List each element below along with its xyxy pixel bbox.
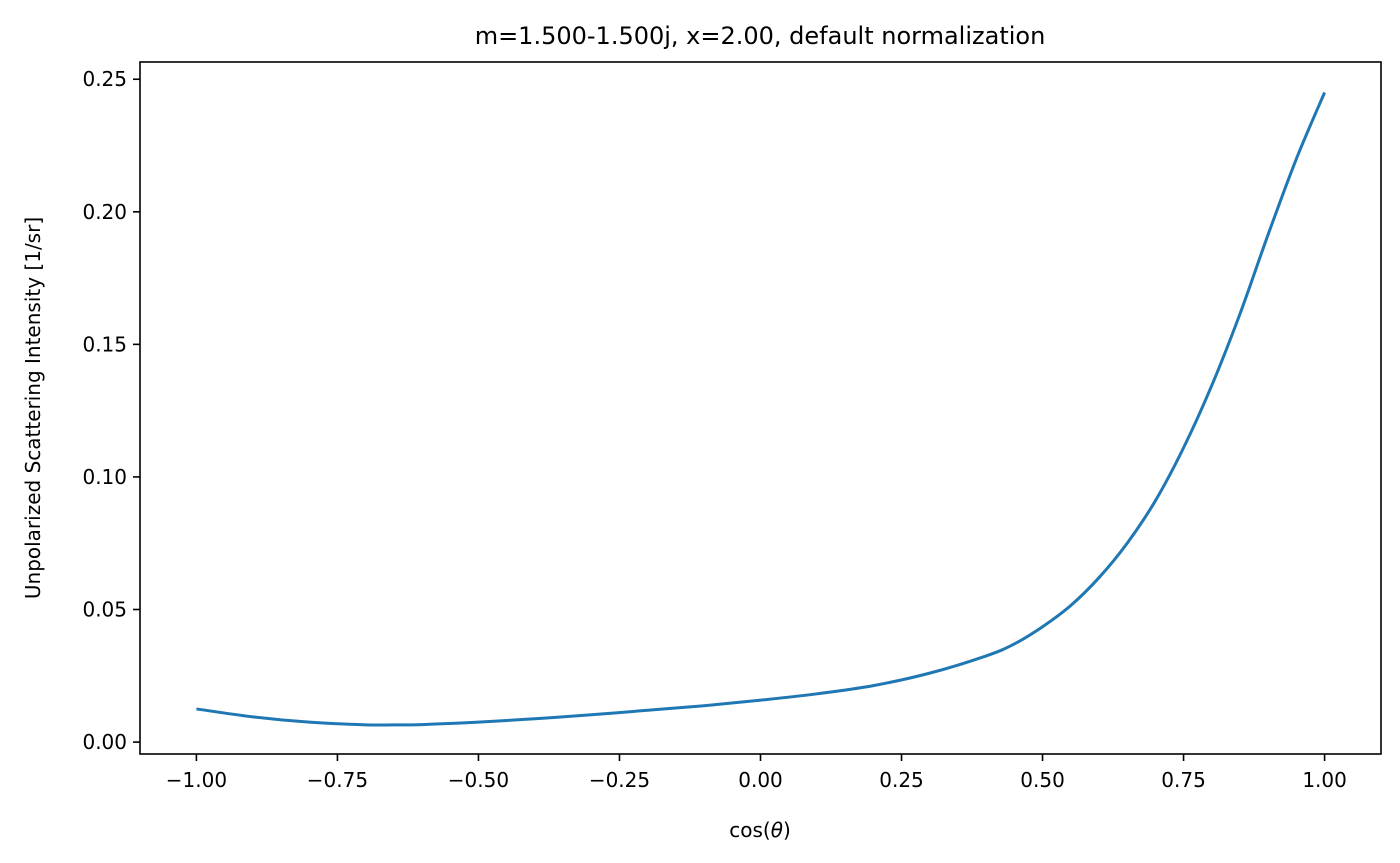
x-axis-label: cos(θ) <box>729 818 791 842</box>
x-tick-label: 0.75 <box>1161 768 1206 792</box>
y-tick-label: 0.00 <box>82 730 127 754</box>
series-line-0 <box>196 91 1326 727</box>
chart-title: m=1.500-1.500j, x=2.00, default normaliz… <box>475 22 1046 50</box>
x-tick-label: −1.00 <box>166 768 227 792</box>
y-tick-label: 0.10 <box>82 465 127 489</box>
x-tick-label: 0.00 <box>738 768 783 792</box>
x-axis-label-prefix: cos( <box>729 818 770 842</box>
y-tick-label: 0.15 <box>82 332 127 356</box>
series-layer <box>196 91 1326 727</box>
y-tick-label: 0.25 <box>82 67 127 91</box>
x-tick-label: 0.25 <box>879 768 924 792</box>
x-tick-label: −0.75 <box>307 768 368 792</box>
y-tick-label: 0.20 <box>82 200 127 224</box>
x-tick-label: 1.00 <box>1302 768 1347 792</box>
x-tick-label: −0.50 <box>448 768 509 792</box>
y-tick-label: 0.05 <box>82 598 127 622</box>
y-axis-label: Unpolarized Scattering Intensity [1/sr] <box>21 217 45 599</box>
x-axis-ticks: −1.00 −0.75 −0.50 −0.25 0.00 0.25 0.50 0.75 1.00 <box>166 754 1347 792</box>
x-tick-label: 0.50 <box>1020 768 1065 792</box>
y-axis-ticks: 0.00 0.05 0.10 0.15 0.20 0.25 <box>82 67 140 754</box>
x-axis-label-suffix: ) <box>783 818 791 842</box>
x-tick-label: −0.25 <box>589 768 650 792</box>
x-axis-label-symbol: θ <box>771 818 783 842</box>
